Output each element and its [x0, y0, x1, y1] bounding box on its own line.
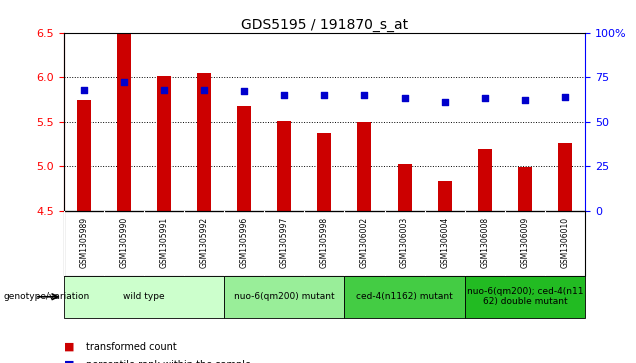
Text: GSM1306002: GSM1306002 — [360, 217, 369, 268]
Bar — [64, 276, 224, 318]
Text: ced-4(n1162) mutant: ced-4(n1162) mutant — [356, 292, 453, 301]
Text: nuo-6(qm200); ced-4(n11
62) double mutant: nuo-6(qm200); ced-4(n11 62) double mutan… — [467, 287, 583, 306]
Bar — [398, 164, 411, 211]
Text: GSM1306004: GSM1306004 — [440, 217, 449, 268]
Text: GSM1306003: GSM1306003 — [400, 217, 409, 268]
Point — [319, 92, 329, 98]
Bar — [77, 100, 91, 211]
Text: GSM1305989: GSM1305989 — [79, 217, 88, 268]
Point — [159, 87, 169, 93]
Bar — [518, 167, 532, 211]
Point — [359, 92, 370, 98]
Point — [399, 95, 410, 101]
Text: GSM1306009: GSM1306009 — [520, 217, 529, 268]
Point — [480, 95, 490, 101]
Text: GSM1305997: GSM1305997 — [280, 217, 289, 268]
Bar — [465, 276, 585, 318]
Point — [279, 92, 289, 98]
Text: transformed count: transformed count — [86, 342, 177, 352]
Text: GSM1306010: GSM1306010 — [560, 217, 570, 268]
Point — [520, 97, 530, 103]
Bar — [157, 76, 171, 211]
Bar — [117, 33, 131, 211]
Point — [199, 87, 209, 93]
Text: nuo-6(qm200) mutant: nuo-6(qm200) mutant — [234, 292, 335, 301]
Text: ■: ■ — [64, 360, 74, 363]
Bar — [237, 106, 251, 211]
Point — [439, 99, 450, 105]
Bar — [224, 276, 345, 318]
Point — [119, 79, 129, 85]
Text: ■: ■ — [64, 342, 74, 352]
Bar — [345, 276, 465, 318]
Text: GSM1305992: GSM1305992 — [200, 217, 209, 268]
Bar — [317, 133, 331, 211]
Point — [239, 89, 249, 94]
Text: wild type: wild type — [123, 292, 165, 301]
Text: percentile rank within the sample: percentile rank within the sample — [86, 360, 251, 363]
Bar — [197, 73, 211, 211]
Text: GSM1305998: GSM1305998 — [320, 217, 329, 268]
Bar — [438, 181, 452, 211]
Bar — [357, 122, 371, 211]
Text: genotype/variation: genotype/variation — [3, 292, 90, 301]
Text: GSM1305991: GSM1305991 — [160, 217, 169, 268]
Bar — [478, 149, 492, 211]
Point — [79, 87, 89, 93]
Bar — [558, 143, 572, 211]
Text: GSM1305990: GSM1305990 — [120, 217, 128, 268]
Text: GSM1306008: GSM1306008 — [480, 217, 489, 268]
Point — [560, 94, 570, 99]
Text: GSM1305996: GSM1305996 — [240, 217, 249, 268]
Bar — [277, 121, 291, 211]
Title: GDS5195 / 191870_s_at: GDS5195 / 191870_s_at — [241, 18, 408, 32]
